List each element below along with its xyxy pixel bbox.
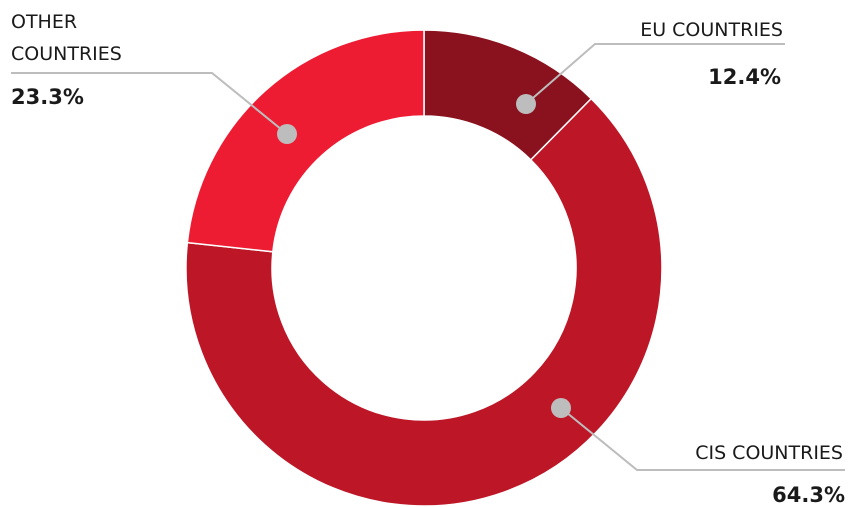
leader-dot bbox=[277, 124, 297, 144]
slice-label: OTHER bbox=[11, 11, 77, 33]
slice-value-label: 23.3% bbox=[11, 85, 84, 109]
slice-value-label: 12.4% bbox=[708, 65, 781, 89]
slice-label: CIS COUNTRIES bbox=[695, 442, 843, 464]
slice-other-countries bbox=[186, 29, 425, 253]
slice-labels: EU COUNTRIES 12.4% CIS COUNTRIES 64.3% OTHER… bbox=[11, 11, 845, 507]
slice-label: EU COUNTRIES bbox=[640, 19, 783, 41]
leader-line bbox=[525, 43, 785, 105]
leader-dot bbox=[551, 398, 571, 418]
leader-dot bbox=[516, 94, 536, 114]
leader-line bbox=[560, 407, 845, 471]
leader-lines bbox=[11, 43, 845, 471]
slice-cis-countries bbox=[185, 97, 663, 507]
donut-slices bbox=[185, 29, 663, 507]
leader-line bbox=[11, 72, 288, 135]
slice-label: COUNTRIES bbox=[11, 43, 122, 65]
slice-value-label: 64.3% bbox=[772, 483, 845, 507]
